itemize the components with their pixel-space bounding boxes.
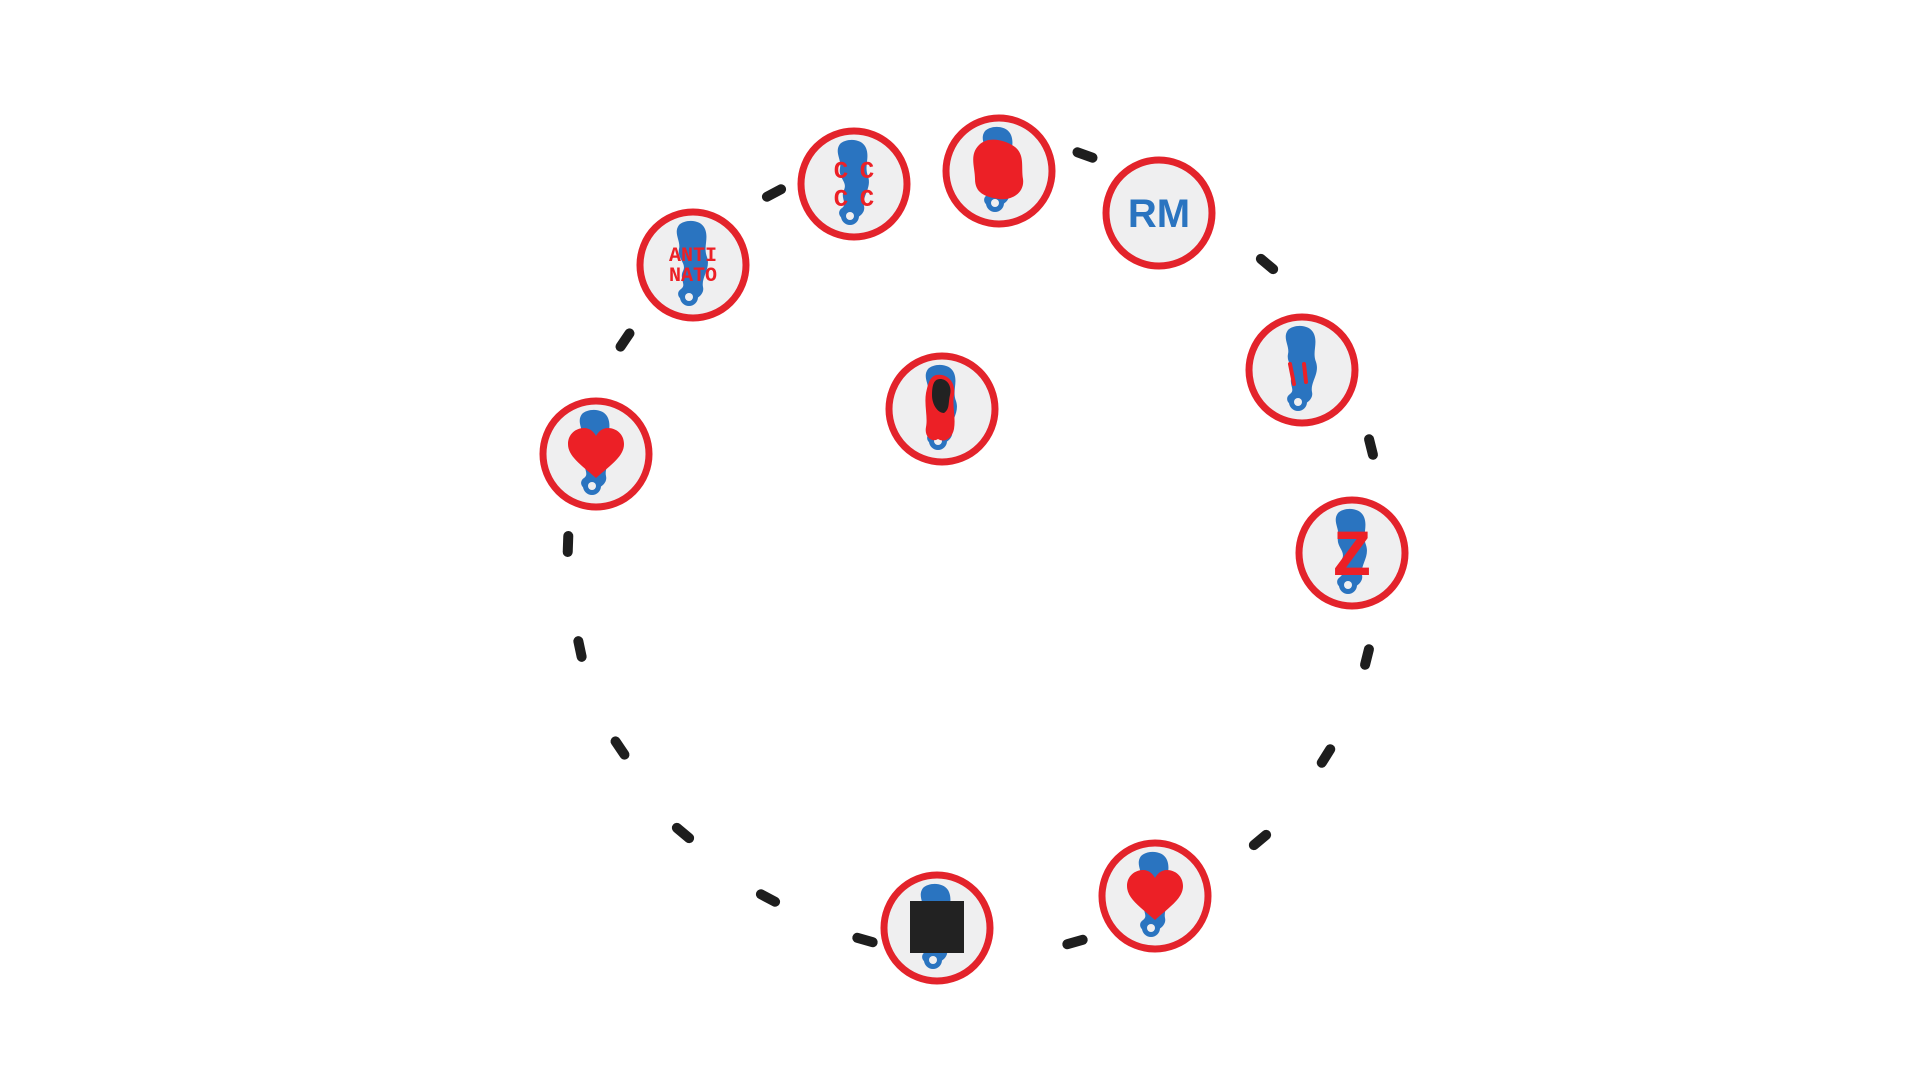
z-badge[interactable]: Z: [1295, 496, 1409, 610]
anti-label: ANTI: [669, 245, 717, 268]
anti-nato-badge[interactable]: ANTI NATO: [636, 208, 750, 322]
c-letter: C: [860, 159, 874, 186]
black-square-badge[interactable]: [880, 871, 994, 985]
orbit-dash: [761, 184, 787, 202]
crying-face-icon: [1288, 362, 1308, 386]
orbit-dash: [755, 889, 781, 907]
orbit-dash: [1062, 934, 1088, 950]
heart-badge-bottom[interactable]: [1098, 839, 1212, 953]
crying-face-badge[interactable]: [1245, 313, 1359, 427]
c-letter: C: [834, 159, 848, 186]
hooded-figure-badge[interactable]: [885, 352, 999, 466]
orbit-dash: [1255, 253, 1279, 275]
z-letter: Z: [1332, 520, 1372, 595]
orbit-dash: [615, 328, 635, 352]
orbit-dash: [671, 822, 695, 844]
c-letter: C: [860, 187, 874, 214]
orbit-dash: [1072, 147, 1098, 163]
heart-icon: [1127, 870, 1183, 920]
orbit-dash: [610, 736, 630, 760]
rm-label: RM: [1128, 192, 1190, 236]
orbit-dash: [1364, 434, 1378, 460]
red-blob-icon: [973, 139, 1024, 200]
c-letter: C: [834, 187, 848, 214]
heart-badge-left[interactable]: [539, 397, 653, 511]
orbit-dash: [1360, 644, 1374, 670]
black-square-icon: [910, 901, 964, 953]
cccc-badge[interactable]: C C C C: [797, 127, 911, 241]
nato-label: NATO: [669, 265, 717, 288]
red-blob-badge[interactable]: [942, 114, 1056, 228]
orbit-dash: [1316, 744, 1336, 768]
orbit-dash: [852, 932, 878, 948]
orbit-dash: [573, 636, 587, 662]
heart-icon: [568, 428, 624, 478]
orbit-dash: [1248, 829, 1272, 851]
orbit-dash: [562, 531, 574, 557]
dashed-orbit: [562, 147, 1378, 950]
rm-badge[interactable]: RM: [1102, 156, 1216, 270]
